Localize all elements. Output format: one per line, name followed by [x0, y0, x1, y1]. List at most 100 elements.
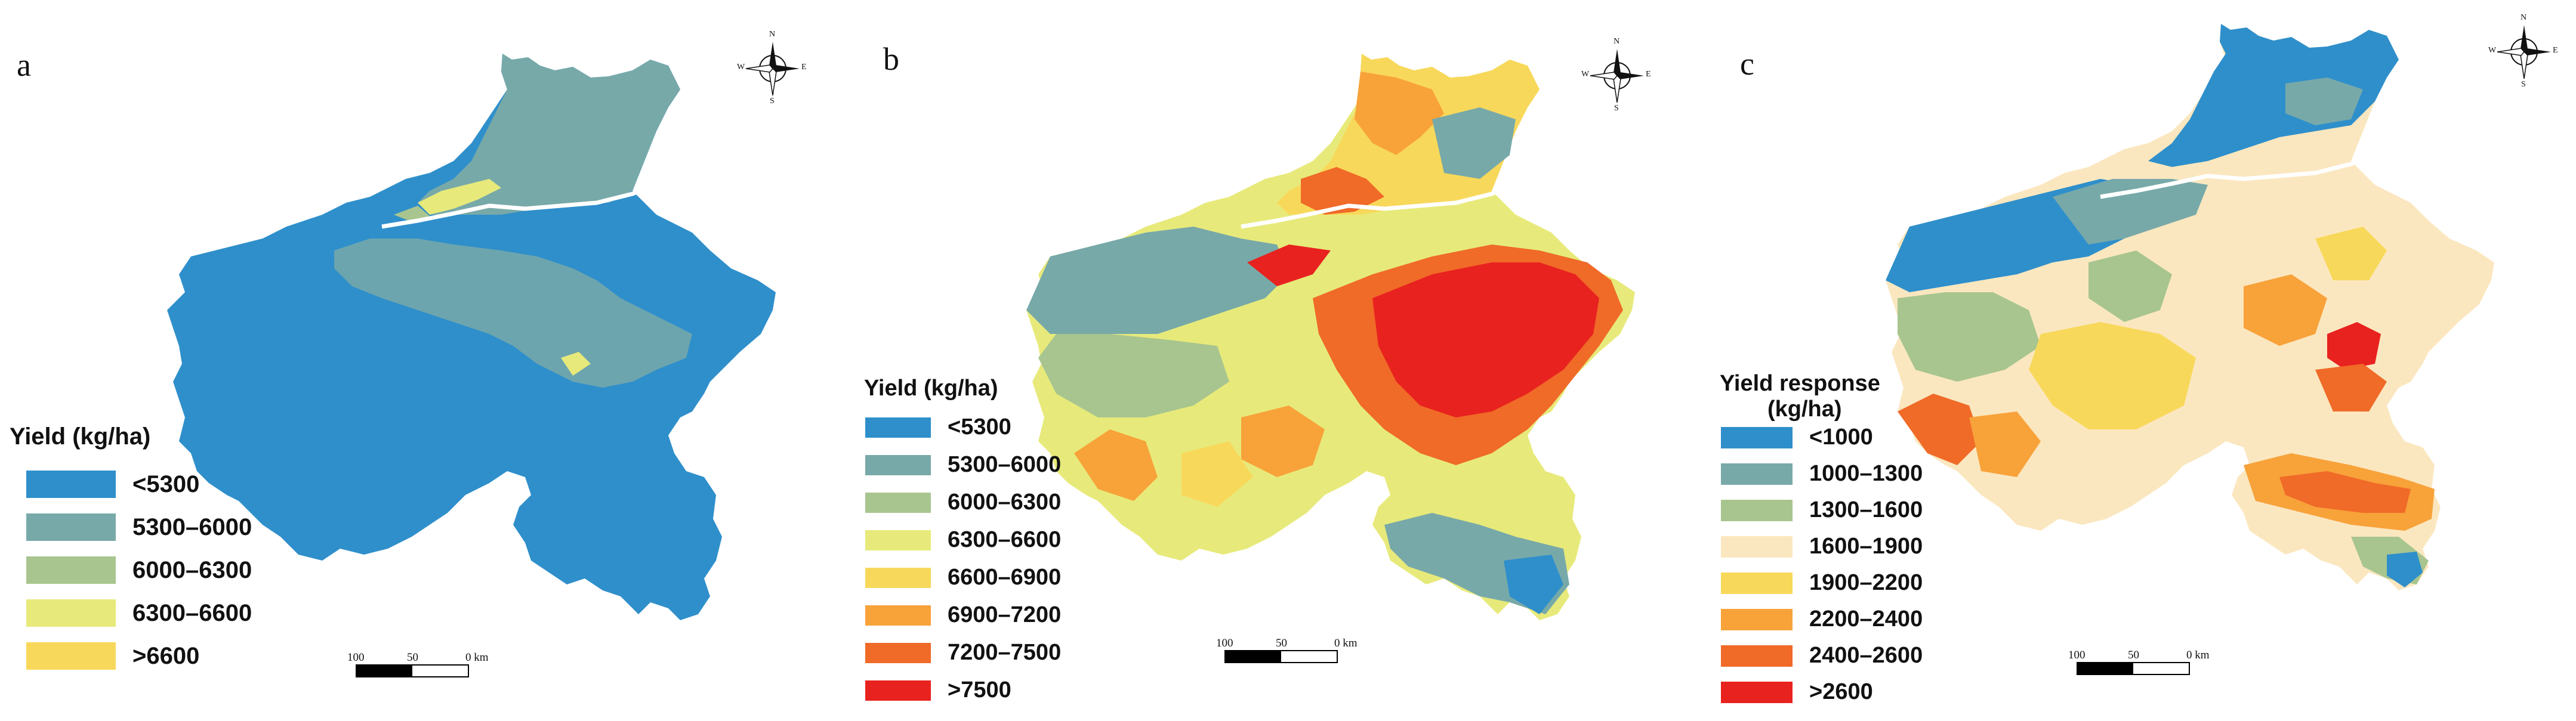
legend-title: Yield (kg/ha) [10, 423, 151, 450]
yield-map-a [167, 54, 776, 620]
legend-item: 1900–2200 [1719, 570, 1923, 596]
yield-map-b [1026, 54, 1635, 620]
compass-e: E [801, 63, 807, 72]
compass-w: W [1581, 70, 1590, 79]
legend-title: Yield (kg/ha) [864, 376, 998, 401]
compass-n: N [1614, 37, 1620, 46]
legend-item: 5300–6000 [859, 452, 1061, 478]
legend-swatch [26, 642, 116, 670]
legend-b: Yield (kg/ha) <5300 5300–6000 6000–6300 630… [859, 376, 1061, 715]
scale-bar-b: 100 50 0 km [1216, 637, 1358, 663]
legend-item: 6000–6300 [859, 490, 1061, 515]
region-over-2600 [2327, 322, 2381, 370]
panel-letter: a [17, 47, 31, 83]
legend-label: <5300 [132, 471, 200, 497]
legend-item: >2600 [1719, 679, 1923, 705]
legend-label: 1000–1300 [1809, 461, 1923, 486]
legend-item: 6000–6300 [10, 556, 252, 584]
compass-e: E [2553, 46, 2558, 55]
region-5300-6000 [1026, 227, 1289, 334]
region-2200-2400 [2244, 274, 2327, 346]
region-5300-6000 [418, 54, 680, 215]
compass-c: N S W E [2488, 13, 2560, 91]
legend-label: <5300 [948, 414, 1011, 440]
legend-item: 2200–2400 [1719, 606, 1923, 632]
region-6000-6300 [1038, 334, 1229, 417]
region-7200-7500 [1301, 167, 1384, 215]
region-2400-2600 [2315, 364, 2387, 411]
compass-s: S [2521, 80, 2526, 89]
legend-title: Yield response [1720, 371, 1880, 396]
legend-item: <5300 [10, 471, 252, 498]
legend-swatch [1721, 645, 1793, 667]
scale-label: 50 [1276, 637, 1287, 649]
legend-swatch [1721, 536, 1793, 558]
region-6900-7200 [1241, 406, 1325, 477]
legend-swatch [865, 680, 931, 701]
compass-a: N S W E [737, 30, 809, 107]
legend-item: <1000 [1719, 425, 1923, 450]
scale-label: 0 km [2186, 649, 2210, 661]
legend-swatch [1721, 681, 1793, 703]
legend-swatch [26, 513, 116, 541]
region-under-1000 [2387, 552, 2423, 587]
region-1900-2200 [2315, 227, 2387, 280]
legend-item: 1000–1300 [1719, 461, 1923, 487]
legend-swatch [865, 605, 931, 626]
legend-label: 1300–1600 [1809, 497, 1923, 522]
legend-label: 6300–6600 [948, 527, 1062, 552]
north-arrow-icon [1590, 49, 1644, 103]
legend-swatch [1721, 572, 1793, 594]
legend-label: 1900–2200 [1809, 570, 1923, 595]
legend-c: Yield response (kg/ha) <1000 1000–1300 130… [1719, 371, 1923, 716]
north-arrow-icon [2497, 25, 2551, 79]
region-5300-6000 [334, 239, 692, 388]
scale-bar-a: 100 50 0 km [347, 651, 489, 677]
region-1900-2200 [2029, 322, 2196, 429]
legend-item: 1300–1600 [1719, 497, 1923, 523]
legend-item: >6600 [10, 642, 252, 670]
scale-label: 50 [407, 651, 418, 664]
legend-swatch [1721, 463, 1793, 485]
river-line [2100, 135, 2401, 199]
compass-w: W [737, 63, 745, 72]
region-under-5300 [1504, 555, 1563, 614]
legend-label: 2400–2600 [1809, 643, 1923, 668]
panel-c: c Yield response (kg/ha) <1000 1000–1300 1… [1719, 0, 2576, 721]
region-6300-6600 [418, 179, 501, 215]
region-2400-2600 [2279, 471, 2411, 513]
compass-s: S [770, 97, 775, 106]
region-5300-6000 [1432, 107, 1516, 179]
legend-label: >7500 [948, 677, 1011, 703]
yield-response-map-c [1886, 24, 2494, 590]
scale-bar-c: 100 50 0 km [2068, 649, 2210, 675]
legend-label: 7200–7500 [948, 640, 1062, 665]
region-6300-6600 [561, 352, 591, 376]
legend-swatch [865, 530, 931, 550]
legend-label: 6600–6900 [948, 565, 1062, 590]
legend-item: 6900–7200 [859, 602, 1061, 628]
legend-swatch [26, 471, 116, 498]
compass-e: E [1646, 70, 1651, 79]
panel-a: a Yield (kg/ha) <5300 5300–6000 6000–6300 6… [0, 0, 859, 721]
region-2200-2400 [1969, 411, 2041, 477]
legend-swatch [865, 567, 931, 588]
scale-label: 100 [2068, 649, 2086, 661]
legend-label: 6000–6300 [132, 556, 252, 583]
legend-label: 6300–6600 [132, 599, 252, 626]
legend-label: >2600 [1809, 679, 1873, 704]
legend-label: <1000 [1809, 425, 1873, 450]
region-2400-2600 [1898, 394, 1981, 465]
region-1300-1600 [1898, 292, 2041, 382]
region-6600-6900 [1181, 441, 1253, 507]
region-6900-7200 [1074, 429, 1158, 501]
region-6000-6300 [394, 206, 430, 222]
region-6900-7200 [1355, 72, 1444, 155]
region-under-1000 [2148, 24, 2399, 167]
legend-label: 6900–7200 [948, 602, 1062, 627]
legend-label: 5300–6000 [132, 513, 252, 540]
legend-item: 5300–6000 [10, 513, 252, 541]
north-arrow-icon [745, 42, 800, 96]
scale-label: 100 [1216, 637, 1233, 649]
legend-item: 1600–1900 [1719, 534, 1923, 559]
